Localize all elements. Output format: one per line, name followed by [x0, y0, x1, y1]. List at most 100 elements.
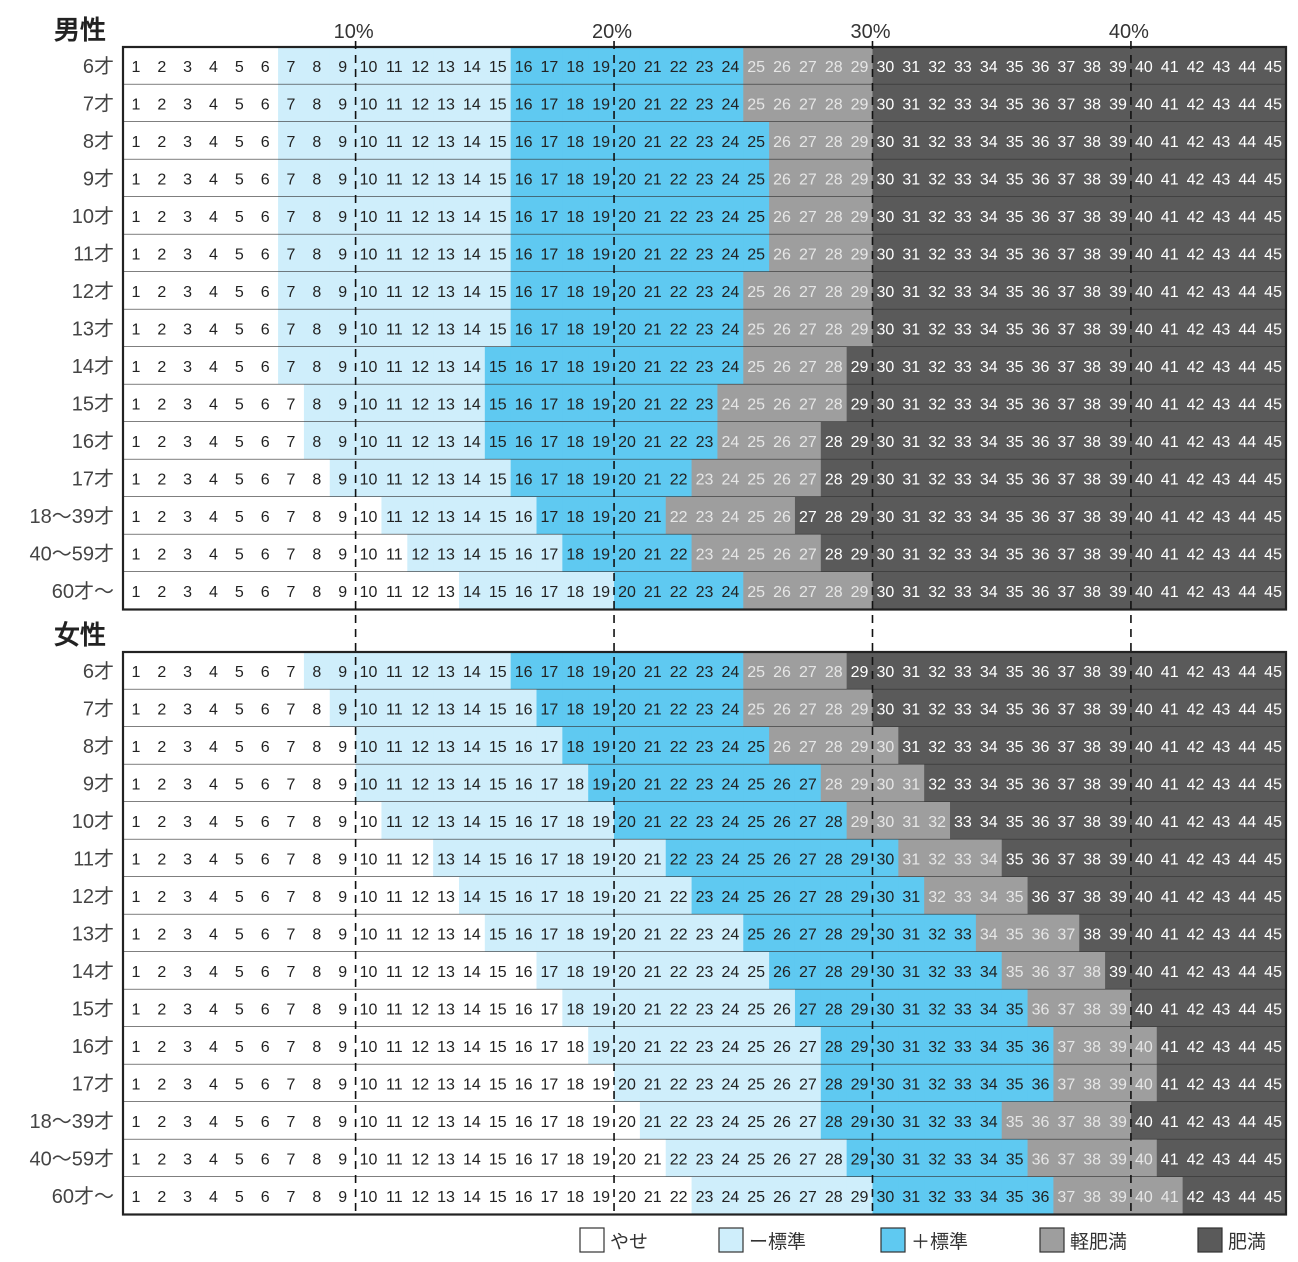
- cell-number: 16: [515, 434, 533, 451]
- cell-yase: [355, 572, 383, 610]
- cell-minus: [769, 989, 796, 1027]
- cell-plus: [691, 727, 719, 765]
- group-title: 男性: [54, 15, 106, 45]
- cell-yase: [252, 802, 279, 840]
- cell-number: 38: [1083, 1151, 1101, 1168]
- cell-minus: [510, 534, 538, 572]
- cell-number: 18: [566, 851, 584, 868]
- cell-number: 16: [515, 471, 533, 488]
- cell-number: 22: [670, 1076, 688, 1093]
- cell-plus: [665, 839, 693, 877]
- cell-number: 21: [644, 889, 662, 906]
- cell-number: 15: [489, 584, 507, 601]
- cell-yase: [174, 197, 202, 235]
- cell-plus: [588, 497, 615, 535]
- cell-number: 37: [1057, 1189, 1075, 1206]
- cell-number: 18: [566, 1189, 584, 1206]
- cell-number: 25: [747, 1076, 765, 1093]
- cell-number: 42: [1187, 284, 1205, 301]
- cell-plus: [820, 839, 848, 877]
- cell-plus: [665, 652, 693, 690]
- cell-number: 12: [411, 584, 429, 601]
- cell-number: 32: [928, 776, 946, 793]
- cell-number: 10: [360, 209, 378, 226]
- cell-yase: [484, 1139, 512, 1177]
- cell-obese: [898, 272, 925, 310]
- cell-number: 37: [1057, 926, 1075, 943]
- cell-obese: [1079, 309, 1106, 347]
- cell-yase: [639, 1139, 667, 1177]
- cell-number: 31: [902, 471, 920, 488]
- cell-mild: [794, 122, 822, 160]
- cell-number: 18: [566, 396, 584, 413]
- cell-mild: [691, 497, 719, 535]
- cell-minus: [743, 952, 770, 990]
- cell-number: 28: [825, 964, 843, 981]
- cell-obese: [924, 84, 951, 122]
- cell-obese: [1105, 652, 1132, 690]
- cell-plus: [691, 422, 719, 460]
- cell-number: 29: [851, 1039, 869, 1056]
- cell-number: 23: [696, 1039, 714, 1056]
- cell-obese: [924, 689, 951, 727]
- cell-number: 40: [1135, 1076, 1153, 1093]
- cell-number: 19: [592, 471, 610, 488]
- cell-plus: [665, 422, 693, 460]
- cell-number: 23: [696, 701, 714, 718]
- cell-obese: [1001, 764, 1029, 802]
- cell-plus: [614, 197, 641, 235]
- cell-number: 25: [747, 246, 765, 263]
- cell-minus: [665, 989, 693, 1027]
- cell-mild: [769, 234, 796, 272]
- cell-minus: [433, 802, 460, 840]
- cell-plus: [639, 764, 667, 802]
- cell-obese: [1208, 1027, 1235, 1065]
- cell-minus: [458, 422, 486, 460]
- cell-mild: [898, 802, 925, 840]
- cell-number: 40: [1135, 434, 1153, 451]
- cell-number: 29: [851, 926, 869, 943]
- cell-obese: [898, 197, 925, 235]
- cell-yase: [148, 1102, 176, 1140]
- cell-number: 27: [799, 664, 817, 681]
- cell-number: 34: [980, 739, 998, 756]
- cell-number: 44: [1238, 321, 1256, 338]
- cell-number: 28: [825, 134, 843, 151]
- cell-minus: [484, 197, 512, 235]
- cell-number: 8: [312, 246, 321, 263]
- cell-number: 27: [799, 284, 817, 301]
- cell-number: 20: [618, 889, 636, 906]
- cell-minus: [381, 234, 408, 272]
- cell-plus: [510, 459, 538, 497]
- cell-mild: [794, 197, 822, 235]
- cell-number: 22: [670, 1039, 688, 1056]
- cell-number: 10: [360, 171, 378, 188]
- cell-number: 20: [618, 171, 636, 188]
- cell-number: 44: [1238, 509, 1256, 526]
- cell-yase: [226, 1027, 253, 1065]
- cell-yase: [148, 727, 176, 765]
- cell-obese: [1105, 84, 1132, 122]
- cell-mild: [1079, 989, 1106, 1027]
- cell-obese: [1105, 497, 1132, 535]
- table-row: 40～59才 1 2 3 4 5 6 7 8 9 10 11 12 13 14 15 16 17 18 19 20 21 2…: [30, 534, 1287, 573]
- cell-number: 38: [1083, 584, 1101, 601]
- cell-plus: [717, 272, 744, 310]
- cell-yase: [252, 764, 279, 802]
- cell-number: 17: [541, 359, 559, 376]
- cell-number: 29: [851, 1001, 869, 1018]
- cell-number: 23: [696, 471, 714, 488]
- cell-obese: [1105, 839, 1132, 877]
- cell-number: 9: [338, 171, 347, 188]
- cell-obese: [898, 122, 925, 160]
- cell-number: 37: [1057, 134, 1075, 151]
- cell-obese: [1053, 839, 1080, 877]
- cell-number: 12: [411, 776, 429, 793]
- cell-minus: [433, 497, 460, 535]
- cell-mild: [1053, 952, 1080, 990]
- cell-number: 5: [235, 776, 244, 793]
- cell-number: 44: [1238, 814, 1256, 831]
- cell-yase: [252, 1064, 279, 1102]
- cell-minus: [794, 1027, 822, 1065]
- cell-obese: [1105, 234, 1132, 272]
